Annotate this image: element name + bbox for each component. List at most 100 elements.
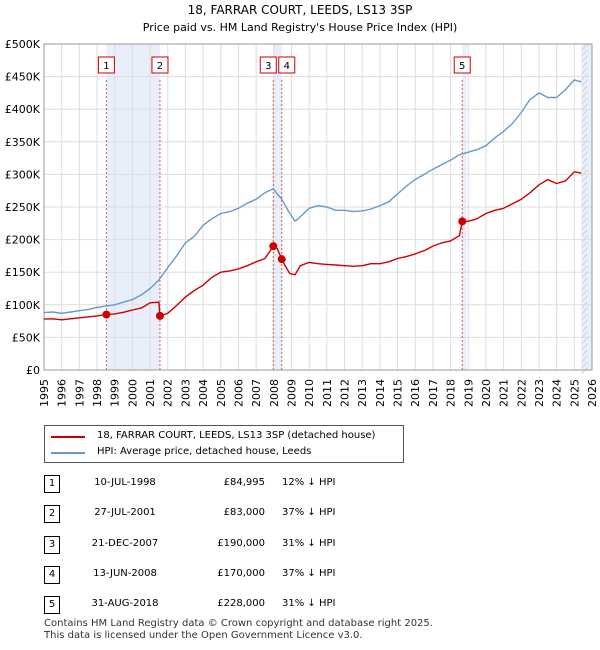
x-tick-label: 2009	[285, 379, 298, 407]
x-tick-label: 2010	[303, 379, 316, 407]
x-tick-label: 2020	[480, 379, 493, 407]
chart-title: 18, FARRAR COURT, LEEDS, LS13 3SP	[188, 3, 413, 17]
forecast-hatch	[581, 169, 588, 177]
forecast-hatch	[581, 199, 588, 207]
x-tick-label: 2003	[179, 379, 192, 407]
forecast-hatch	[581, 283, 588, 291]
hpi-line	[43, 79, 582, 314]
x-tick-label: 2015	[392, 379, 405, 407]
x-tick-label: 2006	[232, 379, 245, 407]
y-tick-label: £450K	[5, 71, 41, 84]
x-tick-label: 1997	[73, 379, 86, 407]
sale-label: 3	[265, 61, 271, 72]
transaction-date: 31-AUG-2018	[91, 598, 159, 609]
table-row: 5 31-AUG-2018 £228,000 31% ↓ HPI	[0, 596, 600, 614]
transaction-price: £228,000	[217, 598, 265, 609]
forecast-hatch	[581, 91, 588, 99]
x-tick-label: 2011	[321, 379, 334, 407]
forecast-hatch	[581, 151, 588, 159]
forecast-hatch	[581, 115, 588, 123]
sale-label: 4	[284, 61, 290, 72]
plot-frame	[43, 43, 593, 371]
x-tick-label: 1999	[109, 379, 122, 407]
y-tick-label: £0	[26, 364, 40, 377]
sale-point	[155, 311, 164, 320]
forecast-hatch	[581, 127, 588, 135]
forecast-hatch	[581, 307, 588, 315]
transaction-price: £83,000	[223, 507, 265, 518]
forecast-hatch	[581, 229, 588, 237]
x-tick-label: 2018	[445, 379, 458, 407]
x-tick-label: 2026	[586, 379, 599, 407]
forecast-hatch	[581, 349, 588, 357]
x-tick-label: 2017	[427, 379, 440, 407]
forecast-hatch	[581, 97, 588, 105]
x-tick-label: 2019	[462, 379, 475, 407]
forecast-hatch	[581, 49, 588, 57]
forecast-hatch	[581, 367, 588, 375]
forecast-hatch	[581, 175, 588, 183]
sale-point	[102, 310, 111, 319]
forecast-hatch	[581, 265, 588, 273]
forecast-hatch	[581, 343, 588, 351]
forecast-hatch	[581, 157, 588, 165]
x-tick-label: 2001	[144, 379, 157, 407]
transaction-number: 2	[44, 505, 60, 523]
forecast-hatch	[581, 61, 588, 69]
forecast-hatch	[581, 187, 588, 195]
sale-point	[277, 255, 286, 264]
sale-label-box	[151, 56, 169, 74]
legend-label-property: 18, FARRAR COURT, LEEDS, LS13 3SP (detac…	[97, 430, 376, 441]
transaction-hpi-diff: 31% ↓ HPI	[282, 538, 336, 549]
sale-label: 5	[459, 61, 465, 72]
forecast-hatch	[581, 337, 588, 345]
chart-subtitle: Price paid vs. HM Land Registry's House …	[143, 21, 458, 34]
x-tick-label: 2004	[197, 379, 210, 407]
y-tick-label: £300K	[5, 168, 41, 181]
x-tick-label: 2025	[568, 379, 581, 407]
x-tick-label: 2016	[409, 379, 422, 407]
forecast-hatch	[581, 313, 588, 321]
forecast-hatch	[581, 247, 588, 255]
forecast-hatch	[581, 193, 588, 201]
forecast-hatch	[581, 85, 588, 93]
forecast-hatch	[581, 79, 588, 87]
footer: Contains HM Land Registry data © Crown c…	[44, 618, 433, 642]
forecast-hatch	[581, 253, 588, 261]
x-tick-label: 2008	[268, 379, 281, 407]
transaction-price: £190,000	[217, 538, 265, 549]
table-row: 1 10-JUL-1998 £84,995 12% ↓ HPI	[0, 475, 600, 493]
x-tick-label: 2007	[250, 379, 263, 407]
y-tick-label: £350K	[5, 136, 41, 149]
x-tick-label: 2000	[126, 379, 139, 407]
transaction-hpi-diff: 37% ↓ HPI	[282, 568, 336, 579]
forecast-hatch	[581, 361, 588, 369]
sale-label-box	[278, 56, 296, 74]
transaction-price: £84,995	[223, 477, 265, 488]
chart-legend: 18, FARRAR COURT, LEEDS, LS13 3SP (detac…	[44, 425, 404, 463]
x-tick-label: 2013	[356, 379, 369, 407]
x-tick-label: 2021	[498, 379, 511, 407]
forecast-hatch	[581, 55, 588, 63]
forecast-hatch	[581, 139, 588, 147]
table-row: 2 27-JUL-2001 £83,000 37% ↓ HPI	[0, 505, 600, 523]
forecast-hatch	[581, 223, 588, 231]
sale-label-box	[97, 56, 115, 74]
forecast-hatch	[581, 325, 588, 333]
transaction-hpi-diff: 31% ↓ HPI	[282, 598, 336, 609]
forecast-hatch	[581, 217, 588, 225]
sale-label: 2	[157, 61, 163, 72]
forecast-hatch	[581, 271, 588, 279]
x-tick-label: 2005	[215, 379, 228, 407]
transaction-date: 13-JUN-2008	[93, 568, 157, 579]
transaction-number: 4	[44, 566, 60, 584]
y-tick-label: £500K	[5, 38, 41, 51]
forecast-hatch	[581, 211, 588, 219]
sale-label: 1	[103, 61, 109, 72]
forecast-hatch	[581, 319, 588, 327]
forecast-hatch	[581, 259, 588, 267]
forecast-hatch	[581, 67, 588, 75]
price-chart: 18, FARRAR COURT, LEEDS, LS13 3SP Price p…	[5, 3, 599, 407]
forecast-hatch	[581, 133, 588, 141]
x-tick-label: 1998	[91, 379, 104, 407]
